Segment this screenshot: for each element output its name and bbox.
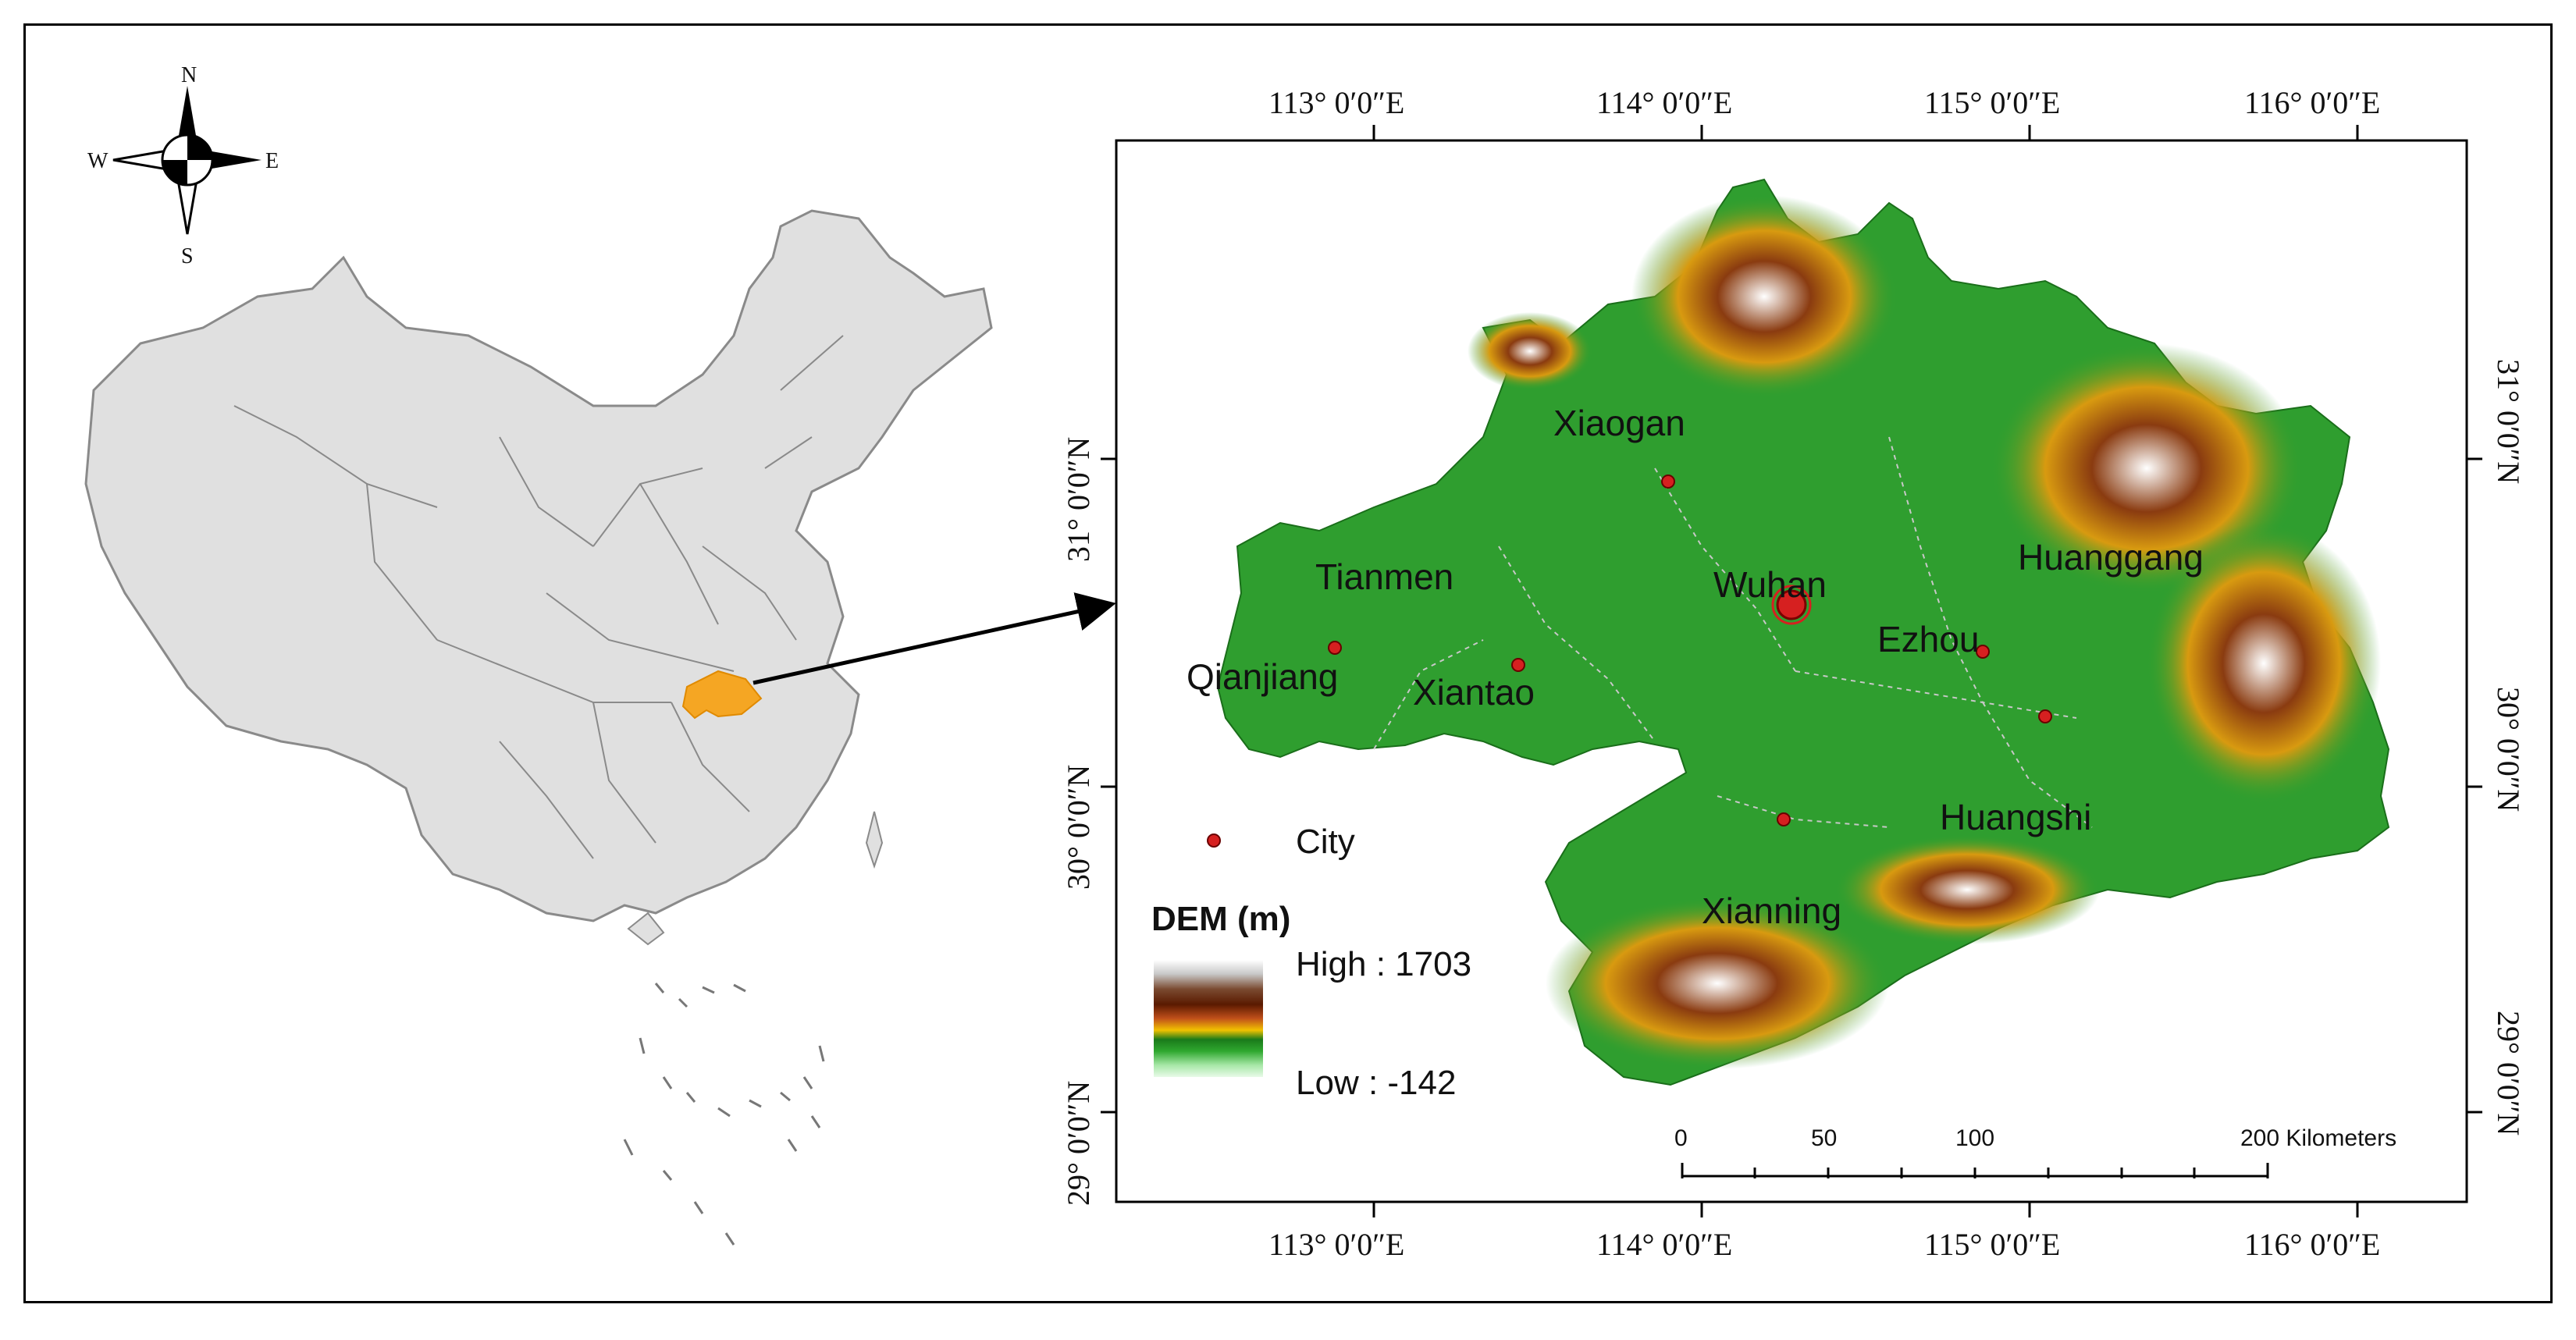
top-lon-label: 114° 0′0″E [1596,85,1732,120]
legend-dem-title: DEM (m) [1151,900,1290,938]
bottom-lon-label: 114° 0′0″E [1596,1227,1732,1262]
bottom-lon-label: 116° 0′0″E [2244,1227,2380,1262]
compass-rose: N S W E [87,63,279,268]
legend-low-label: Low : -142 [1296,1064,1456,1102]
graticule-ticks [1101,125,2482,1217]
scale-tick-50: 50 [1811,1125,1837,1151]
city-label-huangshi: Huangshi [1940,797,2091,837]
left-latitude-labels: 31° 0′0″N 30° 0′0″N 29° 0′0″N [1061,437,1096,1206]
city-dot-ezhou [1976,645,1990,659]
bottom-lon-label: 113° 0′0″E [1268,1227,1404,1262]
hainan-island [627,912,665,946]
city-dot-xiantao [1511,658,1525,672]
left-lat-label: 31° 0′0″N [1061,437,1096,562]
city-label-tianmen: Tianmen [1315,556,1453,597]
city-label-xianning: Xianning [1702,890,1841,931]
south-sea-islands [623,983,825,1246]
compass-south-label: S [181,244,194,268]
scale-tick-0: 0 [1674,1125,1688,1151]
city-dot-qianjiang [1328,641,1342,655]
right-lat-label: 31° 0′0″N [2491,359,2526,484]
compass-north-label: N [181,63,197,87]
right-lat-label: 30° 0′0″N [2491,687,2526,812]
locator-arrow [753,592,1116,685]
scale-tick-200: 200 Kilometers [2240,1125,2396,1151]
top-lon-label: 115° 0′0″E [1924,85,2060,120]
top-lon-label: 113° 0′0″E [1268,85,1404,120]
legend-high-label: High : 1703 [1296,945,1471,983]
mountain-texture [1468,312,1592,390]
hubei-highlight [681,670,763,720]
city-dot-wuhan [1776,589,1807,620]
bottom-lon-label: 115° 0′0″E [1924,1227,2060,1262]
bottom-longitude-labels: 113° 0′0″E 114° 0′0″E 115° 0′0″E 116° 0′… [1268,1227,2380,1262]
city-label-huanggang: Huanggang [2018,537,2204,578]
city-labels: Xiaogan Tianmen Wuhan Huanggang Ezhou Qi… [1187,403,2204,931]
legend: City DEM (m) High : 1703 Low : -142 [1151,823,1471,1102]
top-longitude-labels: 113° 0′0″E 114° 0′0″E 115° 0′0″E 116° 0′… [1268,85,2380,120]
compass-west-label: W [87,149,109,173]
city-label-xiaogan: Xiaogan [1553,403,1685,443]
legend-dem-ramp [1154,960,1263,1077]
mountain-texture [1546,897,1889,1069]
city-label-qianjiang: Qianjiang [1187,656,1338,697]
right-lat-label: 29° 0′0″N [2491,1011,2526,1136]
mountain-texture [1631,195,1897,398]
scale-tick-100: 100 [1955,1125,1994,1151]
city-markers [1328,475,2052,826]
city-ring-wuhan [1771,585,1812,625]
top-lon-label: 116° 0′0″E [2244,85,2380,120]
district-boundaries [1373,436,2093,828]
city-dot-huanggang [2038,709,2052,723]
scale-bar: 0 50 100 200 Kilometers [1674,1125,2396,1178]
mountain-texture [1991,343,2303,593]
left-lat-label: 30° 0′0″N [1061,765,1096,890]
taiwan-island [865,811,884,869]
city-dot-xiaogan [1661,475,1675,489]
city-label-ezhou: Ezhou [1877,619,1979,659]
legend-city-dot [1207,834,1221,848]
china-overview-map [84,209,993,1246]
city-label-wuhan: Wuhan [1713,564,1827,605]
legend-city-label: City [1296,823,1355,861]
left-lat-label: 29° 0′0″N [1061,1081,1096,1206]
mountain-texture [2147,523,2381,804]
city-label-xiantao: Xiantao [1413,672,1535,713]
right-latitude-labels: 31° 0′0″N 30° 0′0″N 29° 0′0″N [2491,359,2526,1136]
city-dot-xianning [1777,812,1791,826]
province-borders [233,335,844,859]
mountain-texture [1834,835,2100,944]
compass-east-label: E [265,149,279,173]
china-mainland-shape [84,209,993,922]
dem-region [1216,178,2390,1086]
